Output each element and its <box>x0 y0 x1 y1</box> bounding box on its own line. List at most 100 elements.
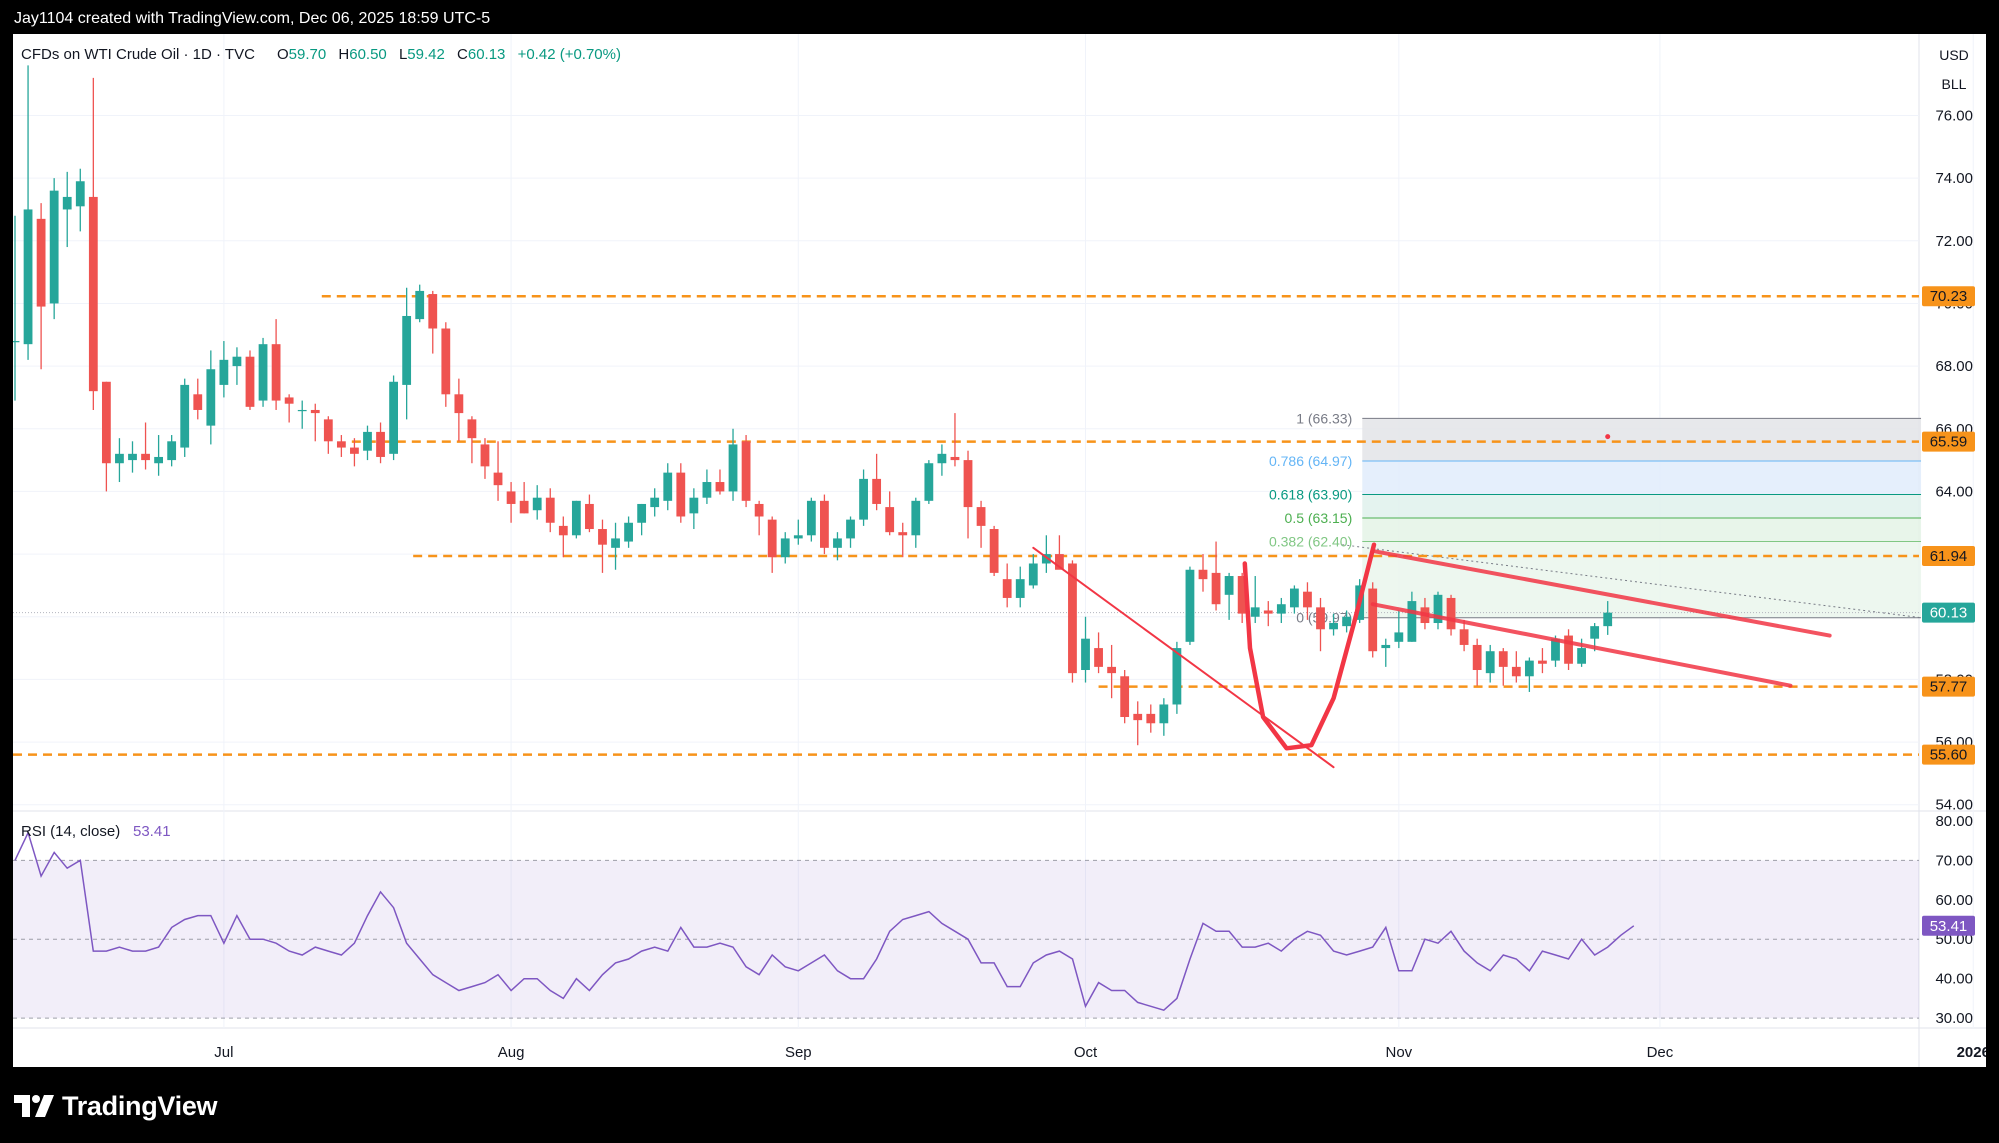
candle-body[interactable] <box>389 381 398 454</box>
candle-body[interactable] <box>1198 569 1208 580</box>
candle-body[interactable] <box>219 359 229 385</box>
candle-body[interactable] <box>937 453 947 464</box>
candle-body[interactable] <box>206 369 216 426</box>
candle-body[interactable] <box>310 409 320 414</box>
falling-wedge-upper-line[interactable] <box>1370 548 1832 638</box>
candle-body[interactable] <box>467 419 477 439</box>
candle-body[interactable] <box>245 356 255 407</box>
candle-body[interactable] <box>454 394 464 414</box>
candle-body[interactable] <box>1498 651 1508 667</box>
fibonacci-retracement[interactable]: 1 (66.33) 0.786 (64.97) 0.618 (63.90) 0.5 (… <box>13 410 1922 626</box>
candle-body[interactable] <box>1551 638 1560 661</box>
candle-body[interactable] <box>624 522 633 542</box>
candle-body[interactable] <box>859 478 868 520</box>
candle-body[interactable] <box>101 381 111 464</box>
rsi-pane[interactable] <box>13 830 1919 1019</box>
candle-body[interactable] <box>1524 660 1534 677</box>
candle-body[interactable] <box>1590 626 1600 639</box>
candle-body[interactable] <box>950 456 960 461</box>
candle-body[interactable] <box>1329 623 1338 630</box>
candle-body[interactable] <box>1146 713 1156 724</box>
candle-body[interactable] <box>363 431 372 451</box>
candle-body[interactable] <box>689 497 699 514</box>
candle-body[interactable] <box>284 397 294 404</box>
candle-body[interactable] <box>519 500 529 514</box>
candle-body[interactable] <box>1289 588 1299 608</box>
candle-body[interactable] <box>793 535 803 539</box>
candle-body[interactable] <box>1538 660 1547 664</box>
candle-body[interactable] <box>1316 607 1325 630</box>
candle-body[interactable] <box>741 441 751 501</box>
candle-body[interactable] <box>1407 601 1417 642</box>
level-price-badge[interactable] <box>1922 744 1975 765</box>
candle-body[interactable] <box>1028 563 1038 586</box>
candle-body[interactable] <box>650 497 660 508</box>
candle-body[interactable] <box>493 472 503 486</box>
candle-body[interactable] <box>336 441 346 448</box>
candle-body[interactable] <box>141 453 150 461</box>
candle-body[interactable] <box>585 503 594 530</box>
candle-body[interactable] <box>1211 572 1221 605</box>
rsi-legend-label[interactable]: RSI (14, close) <box>21 823 120 840</box>
candle-body[interactable] <box>598 529 607 545</box>
horizontal-levels[interactable] <box>13 294 1919 756</box>
candle-body[interactable] <box>1564 635 1573 664</box>
decline-trendline-line[interactable] <box>1032 546 1335 769</box>
level-price-badge[interactable] <box>1922 286 1975 307</box>
candle-body[interactable] <box>924 463 934 501</box>
rounded-bottom-curve[interactable] <box>1242 542 1377 751</box>
candle-body[interactable] <box>1368 588 1378 652</box>
candle-body[interactable] <box>989 529 999 573</box>
candle-body[interactable] <box>571 500 581 536</box>
candle-body[interactable] <box>49 190 59 304</box>
candle-body[interactable] <box>1172 648 1182 705</box>
candle-body[interactable] <box>872 478 882 504</box>
candle-body[interactable] <box>23 209 33 345</box>
candle-body[interactable] <box>232 356 242 367</box>
candle-body[interactable] <box>1081 638 1090 671</box>
candle-body[interactable] <box>846 519 855 539</box>
candle-body[interactable] <box>128 453 137 461</box>
level-price-badge[interactable] <box>1922 545 1975 566</box>
candle-body[interactable] <box>62 196 72 210</box>
chart-svg[interactable]: 1 (66.33) 0.786 (64.97) 0.618 (63.90) 0.5 (… <box>13 34 1986 1067</box>
candle-body[interactable] <box>767 519 777 558</box>
candle-body[interactable] <box>1068 563 1077 674</box>
rsi-value-badge[interactable] <box>1922 915 1975 936</box>
candle-body[interactable] <box>75 181 85 207</box>
candle-body[interactable] <box>715 482 725 492</box>
candle-body[interactable] <box>1041 554 1051 564</box>
candle-body[interactable] <box>1107 666 1117 674</box>
level-price-badge[interactable] <box>1922 431 1975 452</box>
candle-body[interactable] <box>1303 591 1312 608</box>
unit-label[interactable]: BLL <box>1942 76 1967 92</box>
tradingview-logo[interactable]: TradingView <box>14 1090 218 1122</box>
candle-body[interactable] <box>833 538 842 548</box>
candle-body[interactable] <box>193 394 203 410</box>
candle-body[interactable] <box>88 196 98 392</box>
candle-body[interactable] <box>1511 666 1521 677</box>
candle-body[interactable] <box>885 507 895 533</box>
candle-body[interactable] <box>271 344 281 401</box>
symbol-legend[interactable]: CFDs on WTI Crude Oil · 1D · TVC O59.70 … <box>21 46 621 840</box>
candle-body[interactable] <box>1237 576 1247 614</box>
candle-body[interactable] <box>1394 632 1404 642</box>
candle-body[interactable] <box>1381 644 1391 649</box>
legend-symbol[interactable]: CFDs on WTI Crude Oil · 1D · TVC <box>21 46 255 63</box>
candle-body[interactable] <box>480 444 490 467</box>
candle-body[interactable] <box>1094 648 1103 667</box>
candle-body[interactable] <box>297 409 307 412</box>
candle-body[interactable] <box>611 538 620 548</box>
candle-body[interactable] <box>780 538 790 558</box>
candle-body[interactable] <box>428 294 438 329</box>
candle-body[interactable] <box>898 532 908 536</box>
candle-body[interactable] <box>1120 676 1130 718</box>
candle-body[interactable] <box>1250 607 1260 617</box>
candle-body[interactable] <box>702 482 712 498</box>
candle-body[interactable] <box>1472 644 1482 671</box>
time-scale[interactable]: Jul Aug Sep Oct Nov Dec 2026 <box>214 1044 1986 1061</box>
candle-body[interactable] <box>1485 651 1495 674</box>
candle-body[interactable] <box>115 453 124 464</box>
candle-body[interactable] <box>820 500 829 548</box>
candle-body[interactable] <box>1002 579 1012 598</box>
